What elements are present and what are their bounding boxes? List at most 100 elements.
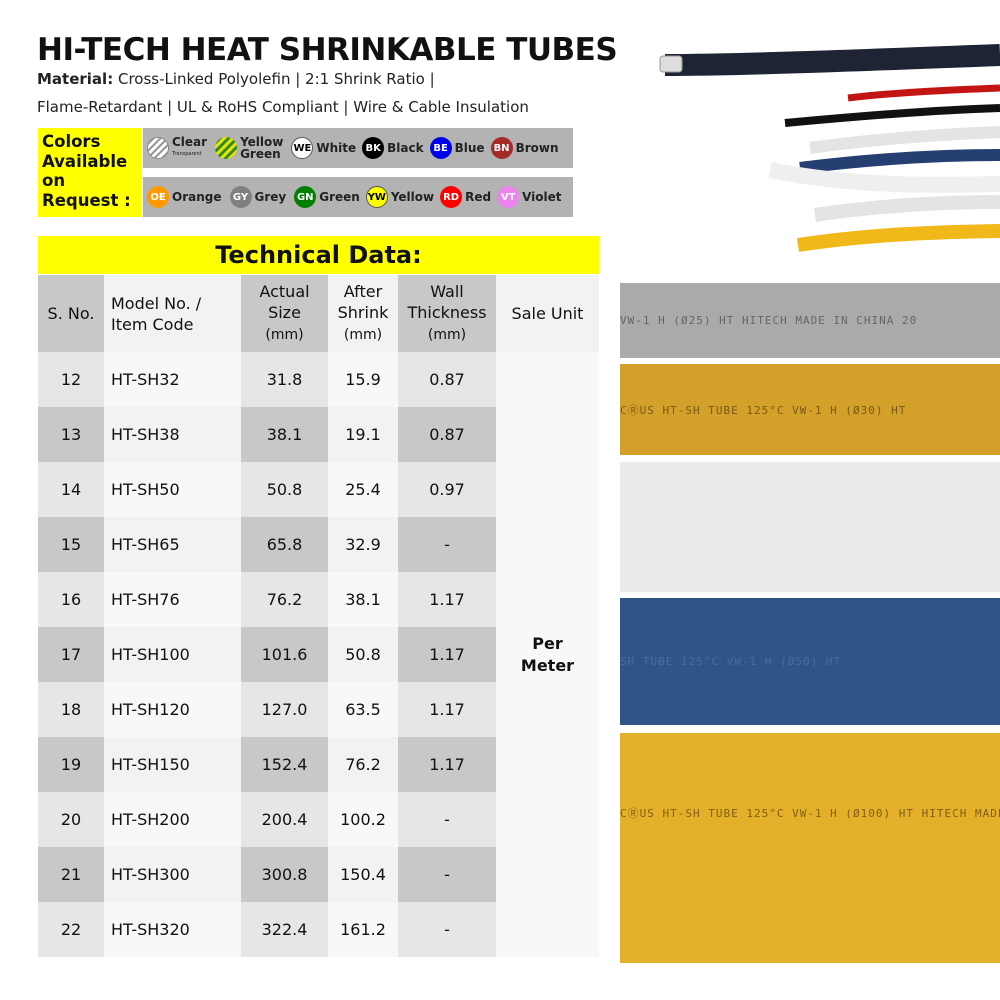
tube-yellow: CⓇUS HT-SH TUBE 125°C VW-1 H (Ø100) HT H… bbox=[620, 733, 1000, 963]
table-cell: 15 bbox=[38, 517, 104, 572]
table-cell: 38.1 bbox=[241, 407, 328, 462]
table-cell: 200.4 bbox=[241, 792, 328, 847]
color-dot-icon: OE bbox=[147, 186, 169, 208]
table-cell: HT-SH300 bbox=[104, 847, 241, 902]
clear-tube-2 bbox=[813, 195, 1000, 222]
tube-orange: CⓇUS HT-SH TUBE 125°C VW-1 H (Ø30) HT bbox=[620, 364, 1000, 455]
color-swatch: GY Grey bbox=[229, 186, 287, 208]
color-name: Grey bbox=[254, 190, 287, 204]
table-row: 12 HT-SH32 31.8 15.9 0.87 Per Meter bbox=[38, 352, 599, 957]
table-cell: 300.8 bbox=[241, 847, 328, 902]
table-cell: HT-SH50 bbox=[104, 462, 241, 517]
color-dot-icon: BE bbox=[429, 137, 452, 159]
color-dot-icon: GN bbox=[294, 186, 317, 208]
color-swatch: BK Black bbox=[362, 137, 424, 159]
color-swatch: YW Yellow bbox=[365, 186, 435, 208]
color-name: Clear bbox=[172, 135, 208, 149]
table-cell: 100.2 bbox=[328, 792, 398, 847]
table-cell: 32.9 bbox=[328, 517, 398, 572]
header-after-shrink: After Shrink (mm) bbox=[328, 275, 398, 352]
color-name: Green bbox=[319, 190, 360, 204]
table-cell: 38.1 bbox=[328, 572, 398, 627]
sale-unit-cell: Per Meter bbox=[496, 352, 599, 957]
table-cell: 76.2 bbox=[241, 572, 328, 627]
color-dot-icon: VT bbox=[497, 186, 520, 208]
black-tube bbox=[784, 104, 1000, 127]
table-cell: - bbox=[398, 902, 496, 957]
table-cell: 150.4 bbox=[328, 847, 398, 902]
clear-tube bbox=[809, 126, 1000, 154]
table-cell: 0.87 bbox=[398, 407, 496, 462]
table-cell: HT-SH120 bbox=[104, 682, 241, 737]
color-name: Red bbox=[465, 190, 492, 204]
table-cell: HT-SH32 bbox=[104, 352, 241, 407]
color-name: Yellow Green bbox=[240, 135, 284, 161]
color-swatch: OE Orange bbox=[147, 186, 222, 208]
color-row-1: Clear Transparent Yellow Green WE White BK Blac… bbox=[143, 128, 573, 168]
table-cell: 31.8 bbox=[241, 352, 328, 407]
material-text: Cross-Linked Polyolefin | 2:1 Shrink Rat… bbox=[113, 70, 435, 88]
table-row: 21 HT-SH300 300.8 150.4- bbox=[38, 847, 599, 902]
table-cell: 152.4 bbox=[241, 737, 328, 792]
tube-clear bbox=[620, 462, 1000, 592]
color-swatch: Yellow Green bbox=[215, 136, 283, 160]
table-row: 15 HT-SH65 65.8 32.9- bbox=[38, 517, 599, 572]
table-cell: 101.6 bbox=[241, 627, 328, 682]
tube-grey: VW-1 H (Ø25) HT HITECH MADE IN CHINA 20 bbox=[620, 283, 1000, 358]
color-swatch: BE Blue bbox=[429, 137, 485, 159]
table-cell: 1.17 bbox=[398, 627, 496, 682]
table-cell: HT-SH76 bbox=[104, 572, 241, 627]
color-name: Brown bbox=[515, 141, 559, 155]
color-swatch: BN Brown bbox=[490, 137, 559, 159]
table-cell: 17 bbox=[38, 627, 104, 682]
color-swatch: GN Green bbox=[294, 186, 360, 208]
colors-label: Colors Available on Request : bbox=[38, 128, 142, 217]
color-name: Black bbox=[387, 141, 424, 155]
table-cell: 14 bbox=[38, 462, 104, 517]
color-dot-icon: RD bbox=[440, 186, 463, 208]
header-model: Model No. / Item Code bbox=[104, 275, 241, 352]
table-cell: HT-SH100 bbox=[104, 627, 241, 682]
table-row: 14 HT-SH50 50.8 25.4 0.97 bbox=[38, 462, 599, 517]
table-cell: 22 bbox=[38, 902, 104, 957]
material-label: Material: bbox=[37, 70, 114, 88]
color-note: Transparent bbox=[172, 151, 202, 157]
table-row: 17 HT-SH100 101.6 50.8 1.17 bbox=[38, 627, 599, 682]
table-cell: 1.17 bbox=[398, 737, 496, 792]
color-dot-icon: GY bbox=[229, 186, 252, 208]
table-cell: 1.17 bbox=[398, 682, 496, 737]
table-cell: HT-SH150 bbox=[104, 737, 241, 792]
table-row: 19 HT-SH150 152.4 76.2 1.17 bbox=[38, 737, 599, 792]
blue-tube bbox=[799, 149, 1000, 174]
table-cell: 25.4 bbox=[328, 462, 398, 517]
table-cell: HT-SH320 bbox=[104, 902, 241, 957]
color-dot-icon bbox=[147, 137, 169, 159]
table-cell: 0.87 bbox=[398, 352, 496, 407]
technical-data-table: S. No. Model No. / Item Code Actual Size (m… bbox=[38, 275, 599, 957]
table-row: 20 HT-SH200 200.4 100.2- bbox=[38, 792, 599, 847]
table-cell: 161.2 bbox=[328, 902, 398, 957]
table-cell: 1.17 bbox=[398, 572, 496, 627]
table-cell: 19.1 bbox=[328, 407, 398, 462]
color-dot-icon: YW bbox=[365, 186, 388, 208]
table-cell: 0.97 bbox=[398, 462, 496, 517]
color-swatch: VT Violet bbox=[497, 186, 562, 208]
table-cell: 50.8 bbox=[241, 462, 328, 517]
color-name: Yellow bbox=[390, 190, 435, 204]
header-sno: S. No. bbox=[38, 275, 104, 352]
table-cell: - bbox=[398, 792, 496, 847]
table-cell: HT-SH200 bbox=[104, 792, 241, 847]
header-sale-unit: Sale Unit bbox=[496, 275, 599, 352]
color-row-2: OE Orange GY Grey GN Green YW Yellow RD Red VT Viol… bbox=[143, 177, 573, 217]
header-actual-size: Actual Size (mm) bbox=[241, 275, 328, 352]
material-line-2: Flame-Retardant | UL & RoHS Compliant | … bbox=[37, 98, 529, 116]
technical-data-title: Technical Data: bbox=[38, 236, 599, 274]
color-name: Violet bbox=[522, 190, 562, 204]
table-cell: 16 bbox=[38, 572, 104, 627]
table-row: 22 HT-SH320 322.4 161.2- bbox=[38, 902, 599, 957]
table-cell: 18 bbox=[38, 682, 104, 737]
color-dot-icon: WE bbox=[291, 137, 314, 159]
color-dot-icon: BK bbox=[362, 137, 385, 159]
color-name: Orange bbox=[172, 190, 222, 204]
table-cell: 50.8 bbox=[328, 627, 398, 682]
